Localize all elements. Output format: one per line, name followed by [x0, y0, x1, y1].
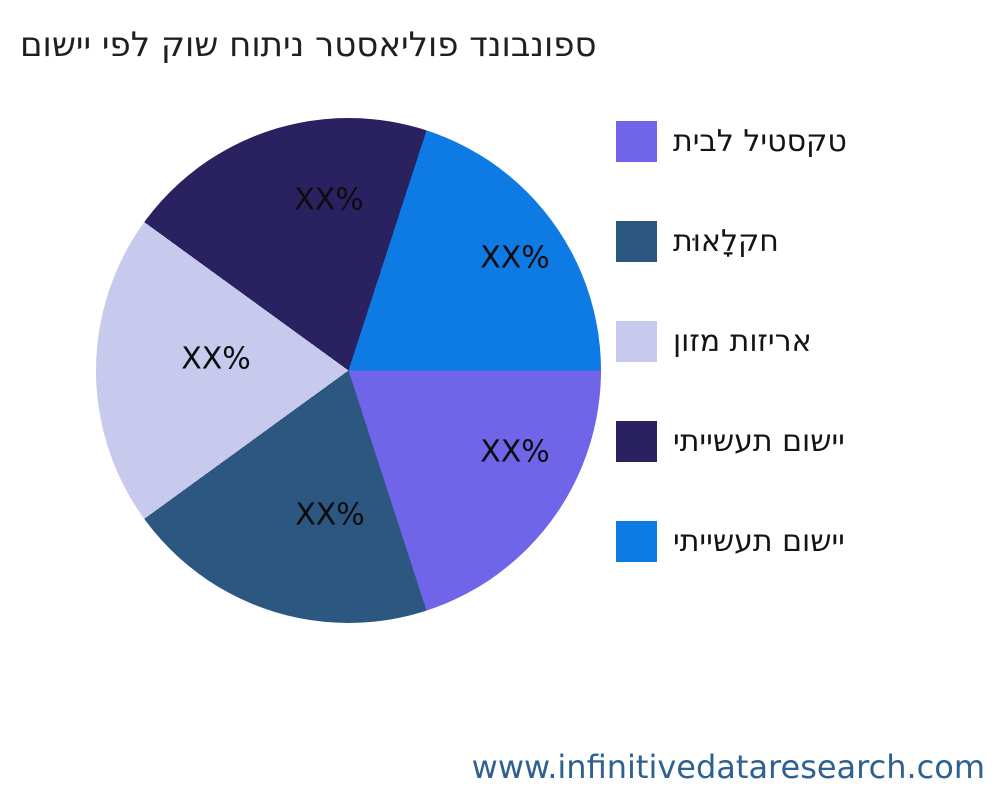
legend-label: יישום תעשייתי — [673, 423, 845, 459]
legend-label: יישום תעשייתי — [673, 523, 845, 559]
legend-item: טקסטיל לבית — [616, 120, 847, 162]
legend-label: חקלָאוּת — [673, 223, 779, 259]
legend-swatch — [616, 520, 657, 562]
legend-swatch — [616, 420, 657, 462]
legend-swatch — [616, 320, 657, 362]
legend: טקסטיל לבית חקלָאוּת אריזות מזון יישום תעשי… — [616, 120, 986, 590]
chart-title: ספונבונד פוליאסטר ניתוח שוק לפי יישום — [20, 25, 597, 65]
legend-item: חקלָאוּת — [616, 220, 779, 262]
legend-label: אריזות מזון — [673, 323, 812, 359]
legend-swatch — [616, 120, 657, 162]
watermark-url: www.infinitivedataresearch.com — [471, 748, 985, 786]
legend-item: יישום תעשייתי — [616, 420, 845, 462]
legend-swatch — [616, 220, 657, 262]
pie-chart — [96, 118, 601, 623]
legend-item: יישום תעשייתי — [616, 520, 845, 562]
legend-label: טקסטיל לבית — [673, 123, 847, 159]
legend-item: אריזות מזון — [616, 320, 812, 362]
